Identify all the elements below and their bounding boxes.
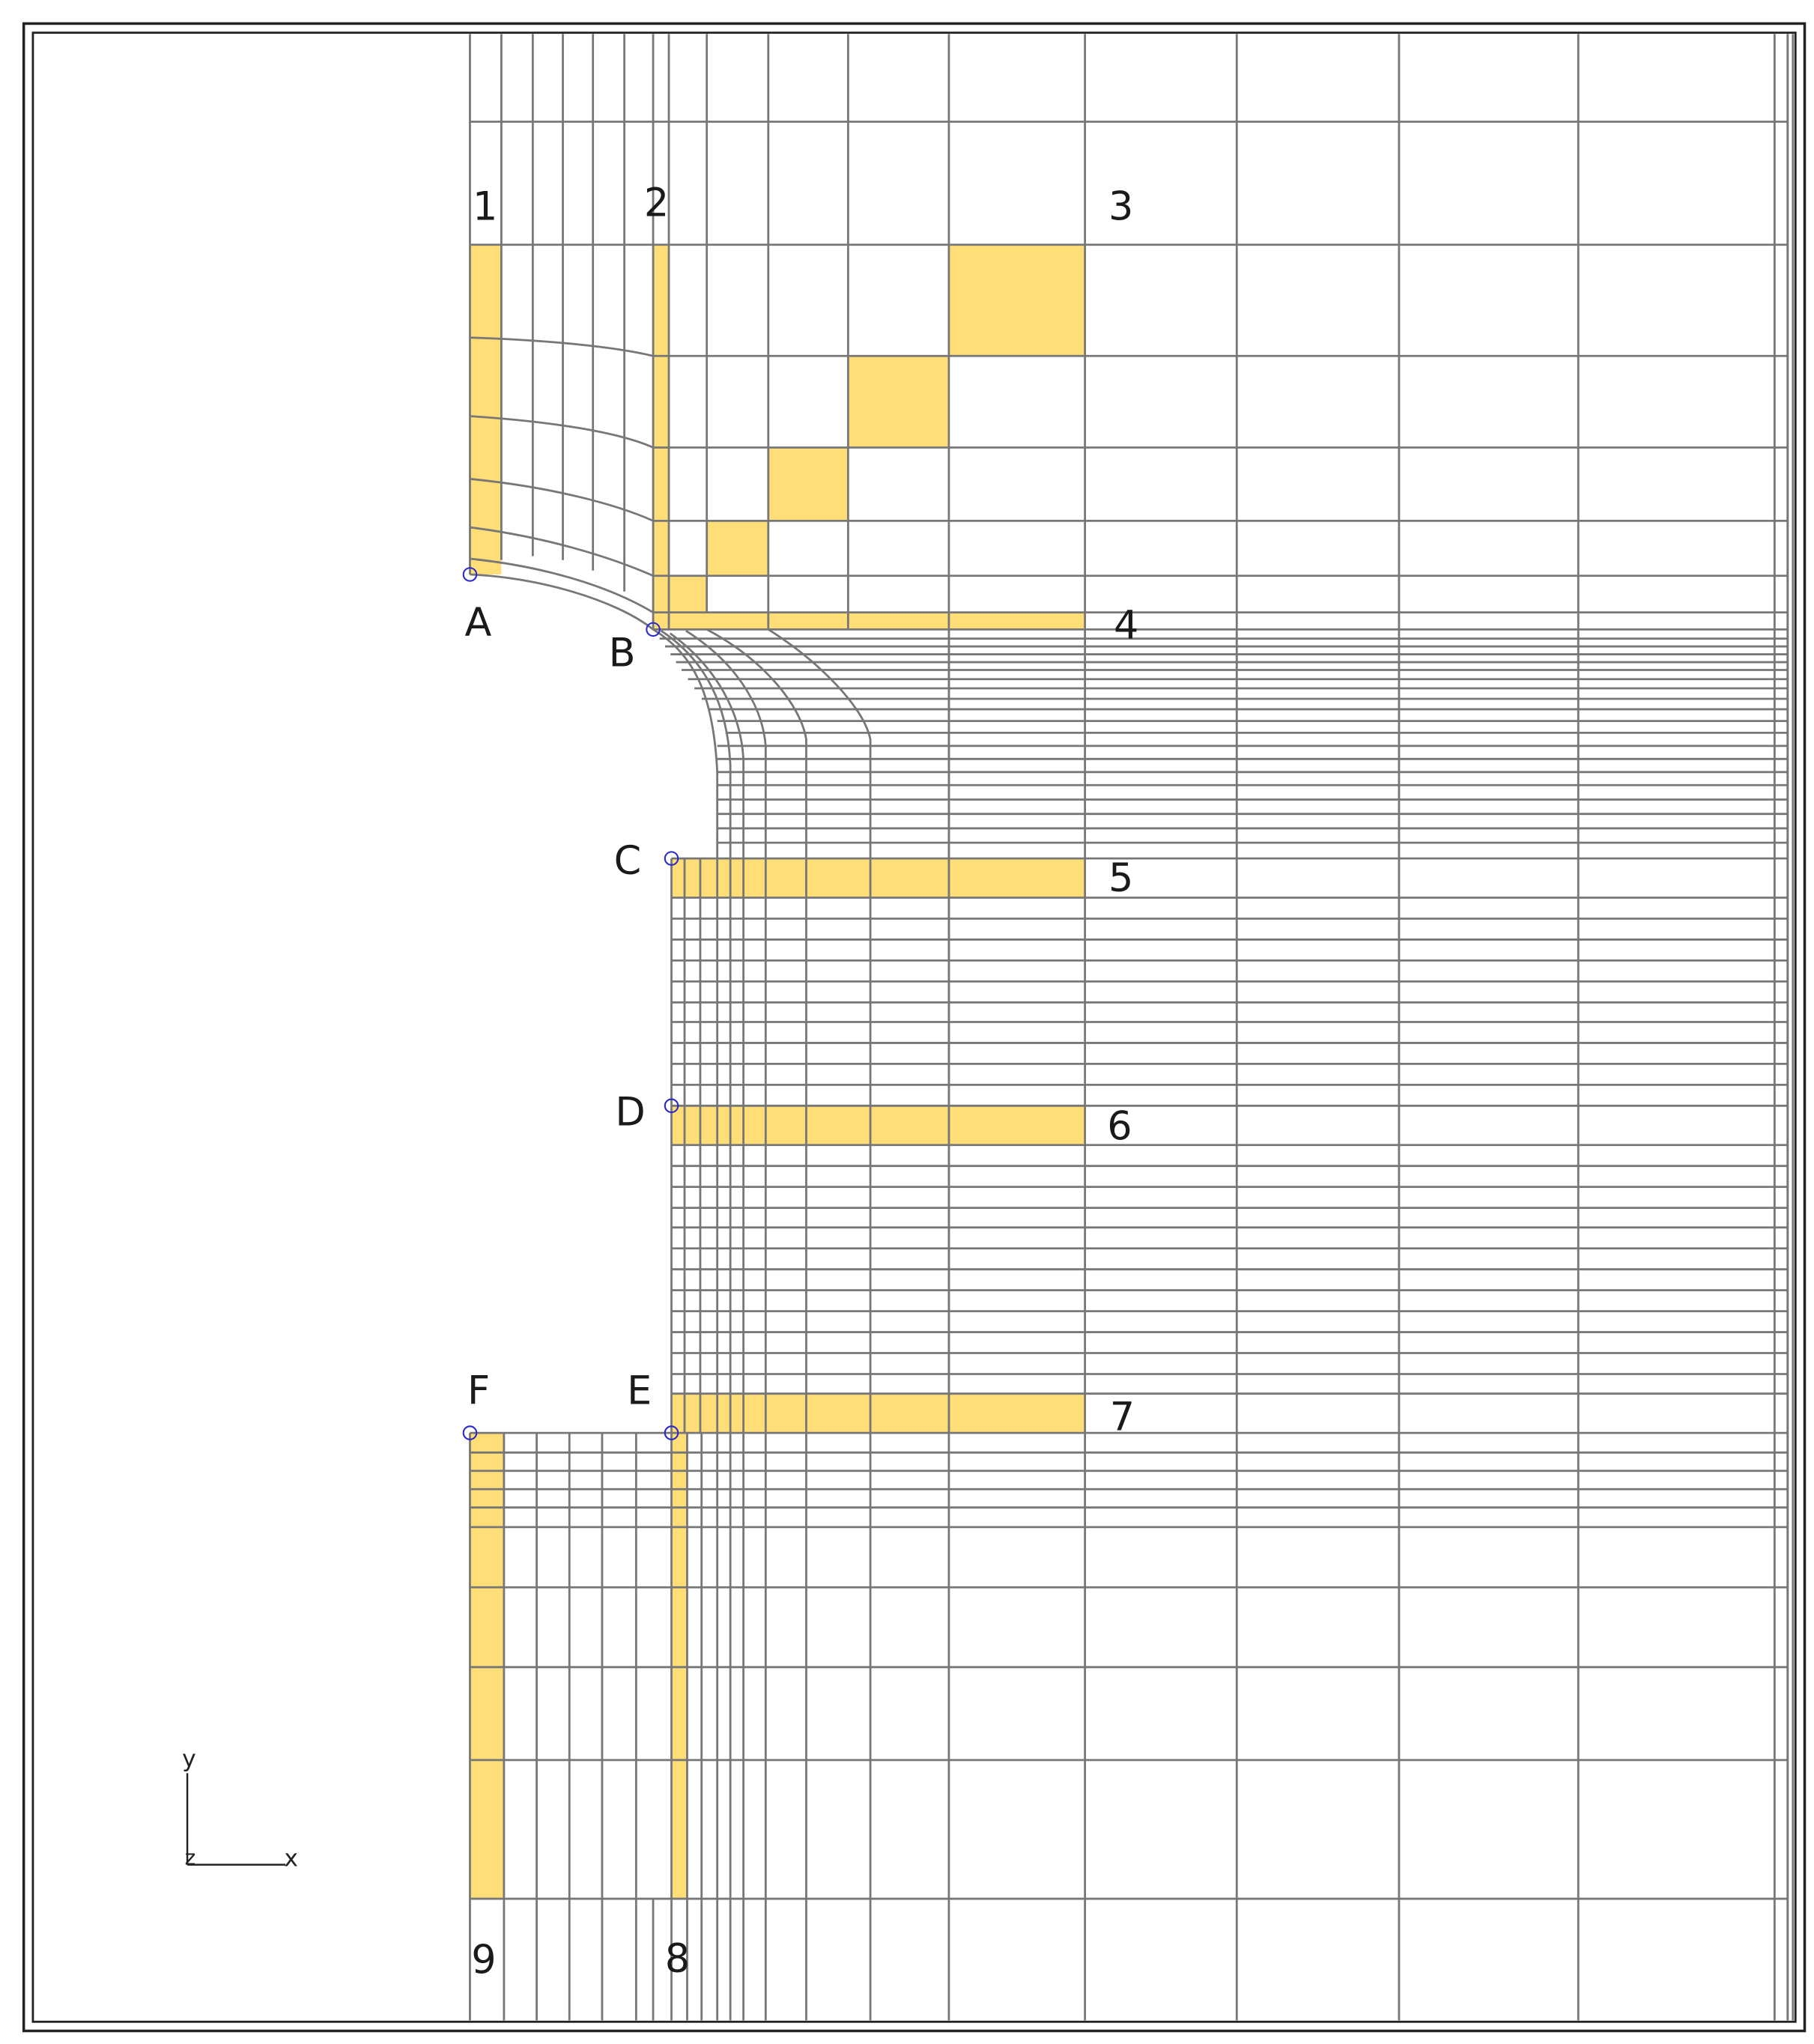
node-marker-c[interactable]: [664, 851, 679, 866]
highlight-row-4: [669, 612, 1085, 630]
mesh-line: [470, 573, 654, 631]
section-labels: 1 2 3 4 5 6 7 8 9: [471, 180, 1138, 1983]
highlighted-cells: [470, 244, 1085, 1899]
node-marker-b[interactable]: [646, 622, 661, 637]
mesh-line: [470, 415, 654, 449]
outer-frame: [22, 22, 1807, 2033]
node-label-f: F: [467, 1368, 490, 1414]
highlight-column-1: [470, 244, 502, 574]
section-label-3: 3: [1108, 184, 1133, 230]
node-labels: A B C D E F: [464, 600, 652, 1414]
node-marker-f[interactable]: [462, 1425, 478, 1440]
mesh-line: [470, 478, 654, 522]
section-label-6: 6: [1107, 1104, 1132, 1150]
section-label-4: 4: [1114, 603, 1138, 649]
mesh-line: [470, 336, 654, 357]
node-label-d: D: [615, 1090, 645, 1135]
node-marker-e[interactable]: [664, 1425, 679, 1440]
mesh-line: [652, 628, 719, 1434]
node-label-b: B: [609, 630, 636, 676]
section-label-8: 8: [665, 1936, 690, 1982]
section-label-2: 2: [644, 180, 669, 225]
highlight-diagonal-cell: [948, 244, 1085, 357]
mesh-line: [660, 629, 732, 1434]
mesh-line: [685, 629, 767, 1434]
node-label-e: E: [627, 1368, 652, 1414]
highlight-diagonal-cell: [669, 575, 707, 613]
mesh-line: [669, 632, 745, 1434]
node-marker-d[interactable]: [664, 1098, 679, 1114]
highlight-diagonal-cell: [768, 447, 849, 521]
mesh-line: [706, 628, 807, 1434]
highlight-row-5: [671, 858, 1085, 898]
section-label-9: 9: [471, 1938, 496, 1983]
axis-x-label: x: [284, 1845, 298, 1872]
section-label-7: 7: [1110, 1395, 1135, 1440]
highlight-column-2: [653, 244, 670, 630]
highlight-row-7: [671, 1393, 1085, 1434]
node-label-c: C: [614, 838, 642, 884]
node-markers: [462, 567, 679, 1440]
highlight-diagonal-cell: [706, 521, 768, 576]
node-marker-a[interactable]: [462, 567, 478, 582]
axis-z-label: z: [185, 1846, 196, 1870]
mesh-line: [470, 557, 654, 613]
highlight-column-9: [470, 1433, 504, 1899]
mesh-lines: [469, 34, 1795, 2021]
axis-triad: [186, 1773, 286, 1866]
mesh-line: [768, 628, 872, 1434]
node-label-a: A: [464, 600, 491, 646]
inner-frame: [31, 31, 1797, 2023]
highlight-column-8: [671, 1433, 688, 1899]
section-label-5: 5: [1108, 855, 1133, 901]
section-label-1: 1: [473, 184, 497, 230]
highlight-diagonal-cell: [848, 356, 949, 448]
highlight-row-6: [671, 1106, 1085, 1145]
mesh-line: [470, 526, 654, 577]
axis-y-label: y: [182, 1746, 196, 1773]
